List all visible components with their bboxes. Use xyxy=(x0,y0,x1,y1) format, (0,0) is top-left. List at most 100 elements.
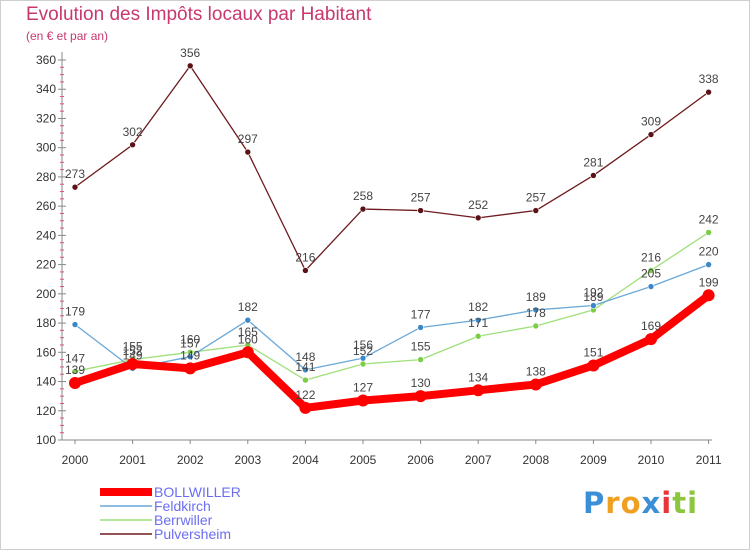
data-label-feldkirch: 177 xyxy=(411,307,431,321)
chart-axes: 100 120 140 160 180 200 220 240 260 280 300 320 340 3… xyxy=(36,52,722,467)
data-label-feldkirch: 149 xyxy=(123,348,143,362)
data-label-bollwiller: 151 xyxy=(583,345,603,359)
data-point-pulversheim xyxy=(129,141,136,149)
logo-letter: r xyxy=(605,486,621,520)
data-label-berrwiller: 165 xyxy=(238,325,258,339)
data-point-pulversheim xyxy=(417,207,424,214)
y-tick-label: 220 xyxy=(36,258,56,272)
data-label-berrwiller: 152 xyxy=(353,344,373,358)
data-point-feldkirch xyxy=(244,316,252,324)
data-point-berrwiller xyxy=(532,322,540,330)
data-label-berrwiller: 189 xyxy=(583,290,603,304)
data-label-bollwiller: 122 xyxy=(295,388,315,402)
data-label-feldkirch: 189 xyxy=(526,290,546,304)
x-tick-label: 2002 xyxy=(177,453,204,467)
legend-label-bollwiller: BOLLWILLER xyxy=(154,484,241,500)
logo-letter: i xyxy=(661,486,673,520)
data-point-berrwiller xyxy=(417,356,424,363)
data-point-pulversheim xyxy=(705,88,712,96)
data-point-bollwiller xyxy=(587,359,600,372)
data-label-feldkirch: 179 xyxy=(65,305,85,319)
data-point-pulversheim xyxy=(186,62,194,70)
data-point-bollwiller xyxy=(529,378,542,391)
data-point-pulversheim xyxy=(647,131,655,138)
data-label-pulversheim: 297 xyxy=(238,132,258,146)
x-tick-label: 2011 xyxy=(696,453,722,467)
data-point-feldkirch xyxy=(186,353,194,360)
data-point-bollwiller xyxy=(299,401,312,414)
data-point-feldkirch xyxy=(647,283,655,290)
data-label-feldkirch: 220 xyxy=(699,245,719,259)
data-label-berrwiller: 216 xyxy=(641,250,661,264)
data-point-bollwiller xyxy=(126,358,139,370)
data-label-berrwiller: 160 xyxy=(180,332,200,346)
data-point-bollwiller xyxy=(645,333,657,346)
data-point-pulversheim xyxy=(71,183,79,191)
data-point-feldkirch xyxy=(302,366,309,374)
data-point-bollwiller xyxy=(241,346,254,359)
data-label-berrwiller: 155 xyxy=(123,340,143,354)
data-point-feldkirch xyxy=(532,306,540,314)
data-point-feldkirch xyxy=(474,316,482,324)
data-point-bollwiller xyxy=(357,394,369,407)
y-tick-label: 360 xyxy=(36,53,56,67)
data-point-feldkirch xyxy=(417,324,424,331)
data-point-berrwiller xyxy=(71,368,79,375)
data-point-bollwiller xyxy=(702,289,715,302)
x-tick-label: 2000 xyxy=(62,453,89,467)
logo-letter: i xyxy=(687,486,699,520)
data-label-pulversheim: 338 xyxy=(699,72,719,86)
y-tick-label: 300 xyxy=(36,141,56,155)
data-label-bollwiller: 169 xyxy=(641,319,661,333)
data-label-berrwiller: 171 xyxy=(468,316,488,330)
data-label-berrwiller: 178 xyxy=(526,306,546,320)
y-tick-label: 200 xyxy=(36,287,56,301)
data-label-bollwiller: 152 xyxy=(123,344,143,358)
data-label-bollwiller: 138 xyxy=(526,364,546,378)
data-point-pulversheim xyxy=(244,148,252,156)
legend-label-pulversheim: Pulversheim xyxy=(154,526,231,542)
x-tick-label: 2010 xyxy=(638,453,665,467)
logo-letter: x xyxy=(641,486,662,520)
series-line-bollwiller xyxy=(71,291,713,412)
chart-title: Evolution des Impôts locaux par Habitant xyxy=(26,4,372,25)
x-tick-label: 2006 xyxy=(407,453,434,467)
data-label-pulversheim: 356 xyxy=(180,46,200,60)
data-point-feldkirch xyxy=(705,261,712,268)
data-label-bollwiller: 139 xyxy=(65,363,85,377)
logo-letter: o xyxy=(620,486,642,520)
data-label-feldkirch: 182 xyxy=(238,300,258,314)
chart-subtitle: (en € et par an) xyxy=(26,29,109,43)
data-label-bollwiller: 127 xyxy=(353,381,373,395)
x-tick-label: 2008 xyxy=(522,453,549,467)
data-label-pulversheim: 258 xyxy=(353,189,373,203)
data-point-pulversheim xyxy=(302,267,309,274)
data-label-feldkirch: 182 xyxy=(468,300,488,314)
data-point-pulversheim xyxy=(359,205,367,213)
data-point-pulversheim xyxy=(474,214,482,222)
x-tick-label: 2007 xyxy=(465,453,492,467)
data-point-pulversheim xyxy=(590,172,597,179)
x-tick-label: 2009 xyxy=(580,453,607,467)
data-label-pulversheim: 257 xyxy=(526,191,546,205)
data-point-bollwiller xyxy=(414,390,427,403)
data-label-bollwiller: 149 xyxy=(180,348,200,362)
x-tick-label: 2004 xyxy=(292,453,319,467)
series-line-pulversheim xyxy=(74,65,710,272)
x-tick-label: 2005 xyxy=(350,453,377,467)
x-tick-label: 2001 xyxy=(119,453,146,467)
data-label-pulversheim: 281 xyxy=(583,155,603,169)
data-label-bollwiller: 134 xyxy=(468,370,488,384)
y-tick-label: 160 xyxy=(36,345,56,359)
y-tick-label: 120 xyxy=(36,404,56,418)
y-tick-label: 280 xyxy=(36,170,56,184)
y-tick-label: 320 xyxy=(36,111,56,125)
legend-label-berrwiller: Berrwiller xyxy=(154,512,213,528)
data-label-bollwiller: 160 xyxy=(238,332,258,346)
y-tick-label: 240 xyxy=(36,228,56,242)
data-point-feldkirch xyxy=(590,302,597,309)
